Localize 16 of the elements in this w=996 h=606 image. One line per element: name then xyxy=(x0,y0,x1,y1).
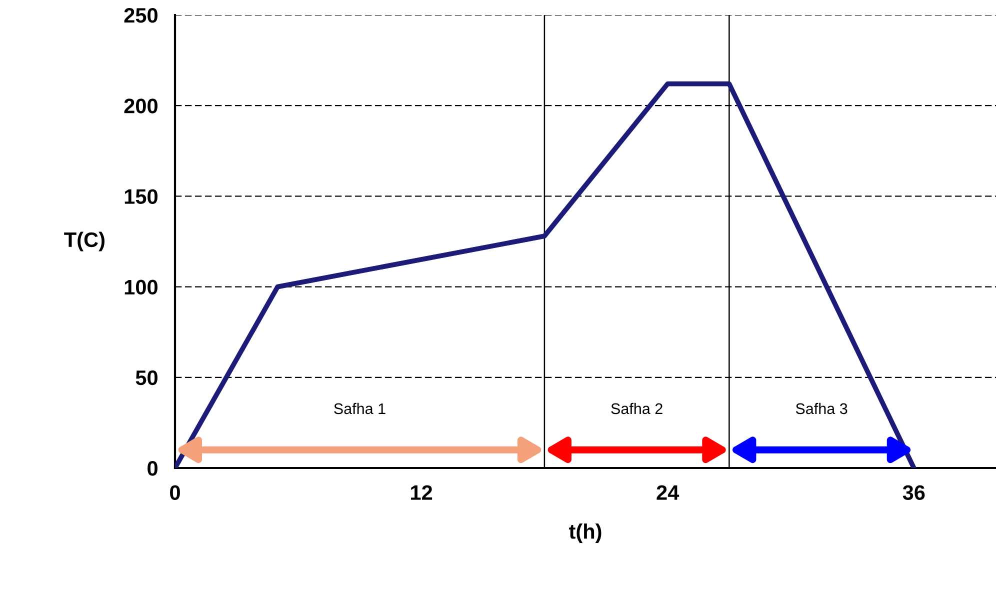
annotation: Safha 1 xyxy=(334,402,386,414)
x-tick-label: 0 xyxy=(170,485,180,500)
x-tick-label: 24 xyxy=(656,485,680,500)
y-tick-label: 0 xyxy=(148,461,158,476)
x-tick-label: 36 xyxy=(902,485,925,500)
y-tick-label: 150 xyxy=(124,189,158,204)
y-tick-label: 250 xyxy=(124,8,158,23)
y-axis-title: T(C) xyxy=(64,232,104,252)
x-tick-label: 12 xyxy=(411,485,432,500)
x-axis-title: t(h) xyxy=(568,524,602,543)
y-tick-label: 100 xyxy=(124,280,158,295)
line-series xyxy=(175,81,916,468)
y-tick-label: 50 xyxy=(136,370,158,386)
y-tick-label: 200 xyxy=(124,98,158,114)
annotation: Safha 3 xyxy=(796,402,848,414)
annotation: Safha 2 xyxy=(611,402,662,414)
